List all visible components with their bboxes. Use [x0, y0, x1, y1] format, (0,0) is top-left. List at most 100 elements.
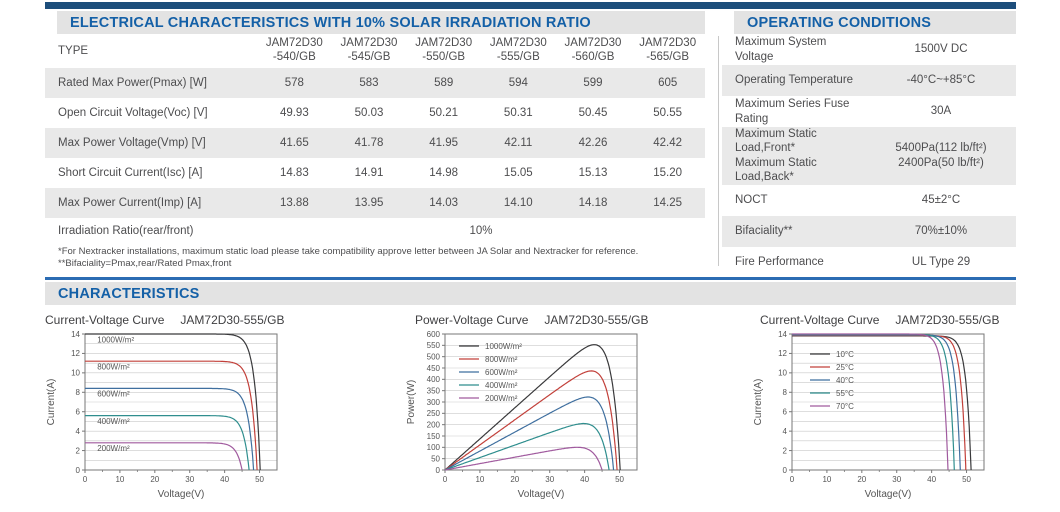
model-name-line2: -565/GB: [646, 51, 690, 63]
characteristics-section-title: CHARACTERISTICS: [58, 285, 200, 302]
electrical-row-label: Short Circuit Current(Isc) [A]: [58, 167, 203, 179]
series-curve: [85, 360, 258, 471]
series-inline-label: 600W/m²: [97, 390, 130, 399]
electrical-cell-value: 41.65: [279, 137, 309, 149]
electrical-row: Open Circuit Voltage(Voc) [V] 49.93 50.03 5…: [45, 98, 705, 128]
y-tick-label: 350: [427, 386, 441, 395]
operating-row: NOCT 45±2°C: [722, 185, 1016, 216]
electrical-row: Max Power Current(Imp) [A] 13.88 13.95 14.0…: [45, 188, 705, 218]
iv-temperature-chart: Current-Voltage Curve JAM72D30-555/GB 0 2…: [752, 313, 1000, 500]
electrical-cell-value: 50.03: [354, 107, 384, 119]
operating-row-value: 45±2°C: [866, 193, 1016, 207]
x-tick-label: 50: [615, 475, 624, 484]
model-name-line2: -545/GB: [347, 51, 391, 63]
electrical-cell-value: 14.25: [653, 197, 683, 209]
operating-label-line: Maximum System Voltage: [735, 36, 827, 63]
y-tick-label: 6: [76, 408, 81, 417]
legend-label: 1000W/m²: [485, 342, 522, 351]
pv-irradiance-chart: Power-Voltage Curve JAM72D30-555/GB 0 50 1…: [405, 313, 653, 500]
electrical-cell-value: 14.98: [429, 167, 459, 179]
y-tick-label: 500: [427, 352, 441, 361]
model-name-line1: JAM72D30: [639, 37, 697, 50]
y-tick-label: 6: [783, 408, 788, 417]
y-tick-label: 4: [783, 427, 788, 436]
model-name: JAM72D30 -540/GB: [257, 37, 332, 64]
operating-value-line: -40°C~+85°C: [906, 74, 976, 87]
legend-label: 40°C: [836, 376, 854, 385]
y-tick-label: 12: [71, 349, 80, 358]
model-name-line1: JAM72D30: [415, 37, 473, 50]
model-name: JAM72D30 -550/GB: [406, 37, 481, 64]
series-curve: [444, 446, 603, 471]
operating-label-line: Maximum Static Load,Front*: [735, 128, 817, 155]
electrical-cell-value: 14.18: [578, 197, 608, 209]
x-tick-label: 30: [185, 475, 194, 484]
y-axis-label: Current(A): [46, 379, 57, 426]
x-tick-label: 40: [580, 475, 589, 484]
operating-row-value: 5400Pa(112 lb/ft²) 2400Pa(50 lb/ft²): [866, 141, 1016, 170]
electrical-cell-value: 50.31: [503, 107, 533, 119]
series-curve: [792, 334, 961, 471]
characteristics-header-band: CHARACTERISTICS: [45, 282, 1016, 305]
iv-temperature-chart-svg: 0 2 4 6 8 10 12 14 0 10 20 30 40 50 Voltage(V) Current(…: [753, 330, 985, 500]
y-tick-label: 450: [427, 364, 441, 373]
operating-label-line: Maximum Series Fuse Rating: [735, 98, 850, 125]
y-tick-label: 12: [778, 349, 787, 358]
y-tick-label: 550: [427, 341, 441, 350]
electrical-section-title: ELECTRICAL CHARACTERISTICS WITH 10% SOLA…: [70, 14, 591, 31]
series-inline-label: 800W/m²: [97, 363, 130, 372]
electrical-cell-value: 14.91: [354, 167, 384, 179]
iv-irradiance-chart-title: Current-Voltage Curve JAM72D30-555/GB: [45, 313, 293, 327]
series-curve: [444, 396, 615, 471]
y-tick-label: 10: [778, 369, 787, 378]
electrical-cell-value: 15.13: [578, 167, 608, 179]
electrical-cell-value: 15.20: [653, 167, 683, 179]
operating-row-label: NOCT: [722, 193, 866, 207]
legend-label: 800W/m²: [485, 355, 518, 364]
model-name-line1: JAM72D30: [489, 37, 547, 50]
electrical-cell-value: 42.26: [578, 137, 608, 149]
electrical-cell-value: 50.21: [429, 107, 459, 119]
operating-row-value: -40°C~+85°C: [866, 73, 1016, 87]
y-tick-label: 8: [76, 388, 81, 397]
electrical-cell-value: 42.42: [653, 137, 683, 149]
series-curve: [85, 387, 255, 471]
x-tick-label: 0: [790, 475, 795, 484]
series-curve: [85, 442, 243, 471]
electrical-row-label: Rated Max Power(Pmax) [W]: [58, 77, 207, 89]
y-tick-label: 0: [76, 466, 81, 475]
x-tick-label: 10: [115, 475, 124, 484]
characteristics-rule: [45, 277, 1016, 280]
x-tick-label: 50: [255, 475, 264, 484]
operating-value-line: 45±2°C: [921, 193, 961, 206]
series-curve: [792, 333, 949, 471]
electrical-row-label: Max Power Current(Imp) [A]: [58, 197, 202, 209]
type-label: TYPE: [58, 45, 89, 57]
legend-label: 600W/m²: [485, 368, 518, 377]
chart-title-text: Current-Voltage Curve: [45, 313, 165, 327]
electrical-cell-value: 599: [583, 77, 603, 89]
y-tick-label: 300: [427, 398, 441, 407]
series-inline-label: 200W/m²: [97, 444, 130, 453]
model-name-line1: JAM72D30: [564, 37, 622, 50]
x-axis-label: Voltage(V): [158, 489, 205, 500]
operating-row: Operating Temperature -40°C~+85°C: [722, 65, 1016, 96]
operating-section: OPERATING CONDITIONS Maximum System Volt…: [722, 11, 1016, 278]
operating-row-label: Bifaciality**: [722, 224, 866, 238]
footnote-nextracker: *For Nextracker installations, maximum s…: [58, 246, 639, 257]
chart-title-text: Current-Voltage Curve: [760, 313, 880, 327]
operating-label-line: Fire Performance: [735, 255, 824, 268]
series-curve: [792, 334, 967, 471]
series-curve: [85, 415, 250, 471]
chart-model-text: JAM72D30-555/GB: [895, 313, 1000, 327]
y-tick-label: 14: [71, 330, 80, 339]
operating-row-label: Maximum Series Fuse Rating: [722, 97, 866, 126]
footnote-bifaciality: **Bifaciality=Pmax,rear/Rated Pmax,front: [58, 258, 232, 270]
electrical-table: TYPE JAM72D30 -540/GB JAM72D30 -545/GB JAM72D…: [45, 34, 705, 244]
footnotes: *For Nextracker installations, maximum s…: [45, 246, 705, 271]
pv-irradiance-chart-svg: 0 50 100 150 200 250 300 350 400 450 500 550 600 0 10 2…: [406, 330, 638, 500]
electrical-cell-value: 14.03: [429, 197, 459, 209]
y-tick-label: 0: [783, 466, 788, 475]
x-tick-label: 20: [510, 475, 519, 484]
x-tick-label: 10: [822, 475, 831, 484]
